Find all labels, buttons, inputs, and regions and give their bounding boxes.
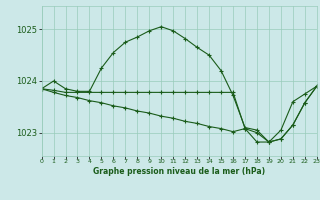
X-axis label: Graphe pression niveau de la mer (hPa): Graphe pression niveau de la mer (hPa) — [93, 167, 265, 176]
